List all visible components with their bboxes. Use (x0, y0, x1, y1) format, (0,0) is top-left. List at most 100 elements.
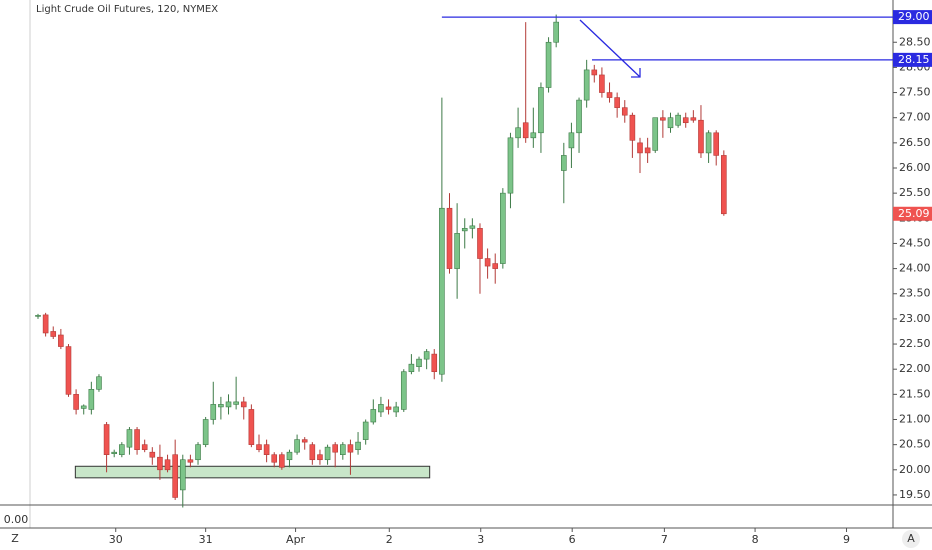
candle-body (629, 114, 636, 141)
y-tick-label: 21.50 (899, 387, 931, 400)
x-tick-label: 7 (661, 533, 668, 546)
candle-body (454, 233, 460, 269)
y-tick-label: 22.00 (899, 362, 931, 375)
y-tick-label: 24.50 (899, 236, 931, 249)
candle-body (446, 207, 453, 269)
candle-body (637, 142, 643, 154)
y-tick-label: 20.50 (899, 438, 931, 451)
candle-body (553, 21, 559, 43)
subpane-label: 0.00 (4, 513, 29, 526)
candle-body (561, 155, 567, 171)
candle-body (530, 132, 537, 139)
candle-body (393, 406, 399, 413)
candle-body (80, 405, 87, 409)
candle-body (675, 114, 681, 126)
level-label-bg (893, 52, 932, 67)
candle-body (294, 439, 300, 453)
auto-button[interactable]: A (907, 532, 915, 545)
candle-body (660, 117, 666, 121)
candle-body (583, 69, 590, 101)
candle-body (301, 439, 308, 443)
candle-body (195, 444, 201, 461)
candle-body (225, 401, 232, 408)
candle-body (621, 107, 628, 116)
candle-body (187, 459, 194, 463)
candle-body (644, 147, 651, 154)
chart-title: Light Crude Oil Futures, 120, NYMEX (36, 4, 218, 15)
plot (35, 14, 727, 508)
arrow-head (631, 68, 641, 78)
candle-body (256, 444, 262, 450)
candle-body (347, 444, 354, 453)
arrow (579, 19, 641, 78)
candle-body (73, 394, 79, 410)
candle-body (461, 228, 468, 232)
candle-body (599, 74, 605, 93)
candle-body (705, 132, 712, 154)
candle-body (271, 454, 278, 463)
candle-body (652, 117, 659, 151)
candle-body (233, 401, 239, 405)
y-tick-label: 28.50 (899, 35, 931, 48)
candle-body (515, 127, 521, 139)
candle-body (58, 334, 64, 347)
candle-body (96, 376, 102, 390)
candle-body (210, 404, 217, 420)
candle-body (42, 314, 49, 334)
candle-body (309, 444, 316, 461)
candle-body (279, 454, 285, 468)
candle-body (111, 451, 118, 454)
candle-body (484, 258, 491, 267)
support-zone (74, 465, 431, 479)
y-tick-label: 22.50 (899, 337, 931, 350)
candle-body (248, 409, 255, 445)
candle-body (690, 117, 697, 121)
candle-body (538, 87, 544, 134)
candle-body (340, 444, 346, 456)
candle-body (576, 99, 582, 134)
candle-body (522, 122, 529, 139)
candle-body (141, 444, 148, 450)
y-tick-label: 25.50 (899, 186, 931, 199)
level-label-bg (893, 10, 932, 25)
candle-body (370, 409, 377, 423)
last-price-label: 25.09 (898, 207, 930, 220)
auto-button-bg[interactable] (902, 530, 920, 548)
y-tick-label: 23.00 (899, 312, 931, 325)
candle-body (65, 346, 72, 395)
candle-body (286, 451, 293, 461)
candle-body (172, 454, 178, 498)
x-tick-label: 30 (109, 533, 123, 546)
candle-body (149, 451, 156, 458)
candle-body (88, 389, 95, 410)
y-tick-label: 27.00 (899, 111, 931, 124)
candle-body (408, 363, 415, 373)
candle-body (469, 225, 476, 229)
candle-body (179, 459, 186, 491)
candle-body (439, 207, 445, 375)
candle-body (492, 263, 499, 269)
x-tick-label: 8 (752, 533, 759, 546)
candle-body (507, 137, 514, 194)
candle-body (385, 406, 392, 410)
candle-body (477, 228, 483, 259)
y-tick-label: 26.00 (899, 161, 931, 174)
candle-body (500, 192, 506, 264)
candle-body (355, 441, 361, 450)
candle-body (119, 444, 125, 456)
x-tick-label: Apr (286, 533, 306, 546)
candle-body (400, 371, 407, 410)
candle-body (126, 429, 133, 448)
scale-button[interactable]: Z (11, 532, 19, 545)
x-tick-label: 3 (477, 533, 484, 546)
candle-body (667, 117, 674, 129)
candle-body (324, 446, 331, 461)
candle-body (362, 421, 369, 440)
x-tick-label: 2 (386, 533, 393, 546)
candle-body (164, 459, 171, 471)
y-tick-label: 20.00 (899, 463, 931, 476)
candle-body (614, 97, 620, 108)
candle-body (721, 155, 727, 215)
